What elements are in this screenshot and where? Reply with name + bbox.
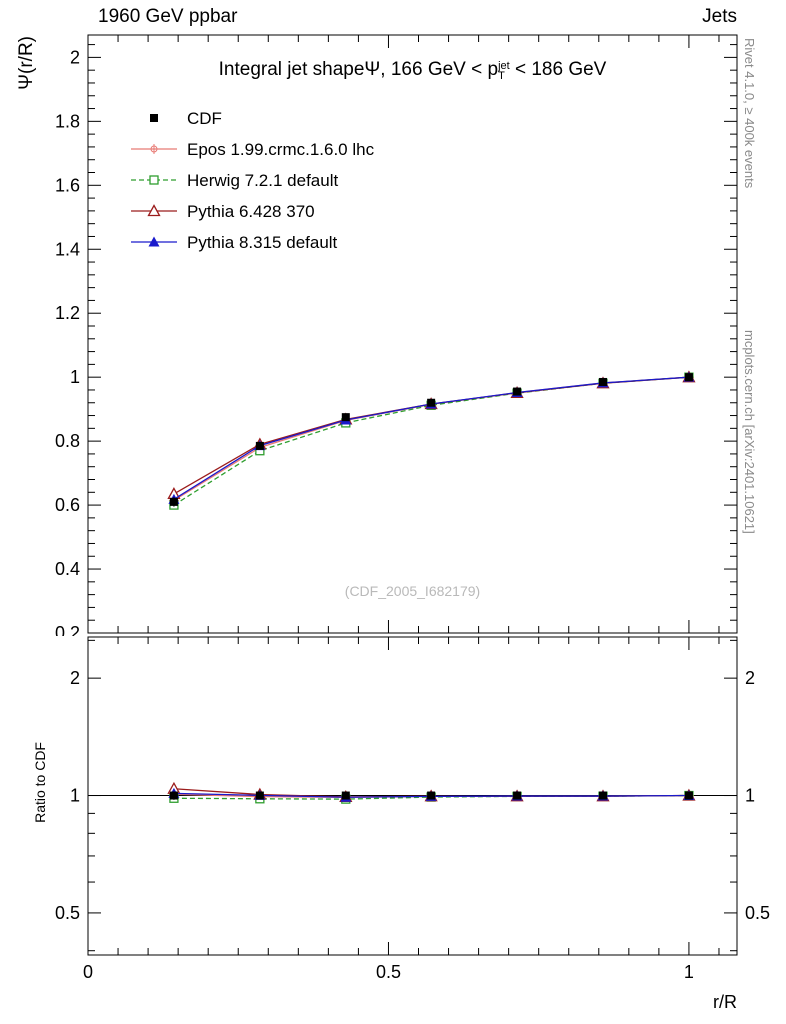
main-y-tick-label: 1.2 xyxy=(55,303,80,323)
ratio-y-tick-label-right: 0.5 xyxy=(745,903,770,923)
x-tick-label: 1 xyxy=(684,962,694,982)
observable-group-label: Jets xyxy=(702,6,737,27)
legend-entry-cdf: CDF xyxy=(150,109,222,128)
title-upper-cut-text: < 186 GeV xyxy=(509,59,607,80)
main-y-axis-label: Ψ(r/R) xyxy=(16,36,37,90)
ratio-y-tick-label-left: 2 xyxy=(70,668,80,688)
legend-entry-pythia-6-428-370: Pythia 6.428 370 xyxy=(131,202,315,221)
analysis-id-watermark: (CDF_2005_I682179) xyxy=(344,583,481,599)
main-axis-ticks xyxy=(87,35,737,634)
ratio-y-tick-label-left: 1 xyxy=(70,786,80,806)
ratio-y-tick-label-left: 0.5 xyxy=(55,903,80,923)
title-cut-text: , 166 GeV < p xyxy=(380,59,499,80)
main-y-tick-label: 1.8 xyxy=(55,111,80,131)
legend: CDF Epos 1.99.crmc.1.6.0 lhc Herwig 7.2.1 … xyxy=(131,109,375,252)
main-series-epos-1-99-crmc-1-6-0-lhc xyxy=(168,372,694,506)
legend-label: Epos 1.99.crmc.1.6.0 lhc xyxy=(187,140,375,159)
pt-superscript: jet xyxy=(498,59,510,72)
legend-entry-pythia-8-315-default: Pythia 8.315 default xyxy=(131,233,338,252)
x-tick-labels: 0 0.5 1 xyxy=(83,962,694,982)
ratio-y-tick-label-right: 1 xyxy=(745,786,755,806)
main-plot-frame xyxy=(87,34,738,634)
beam-energy-label: 1960 GeV ppbar xyxy=(98,6,238,27)
main-y-tick-label: 0.2 xyxy=(55,623,80,643)
legend-entry-herwig-7-2-1-default: Herwig 7.2.1 default xyxy=(131,171,338,190)
legend-label: Herwig 7.2.1 default xyxy=(187,171,338,190)
ratio-series-cdf xyxy=(169,791,693,800)
main-y-tick-label: 1.6 xyxy=(55,175,80,195)
pt-sub-superscript: jet T xyxy=(498,59,510,82)
ratio-y-tick-labels: 0.5 0.5 1 1 2 2 xyxy=(55,668,770,923)
main-y-tick-label: 0.4 xyxy=(55,559,80,579)
legend-entry-epos-1-99-crmc-1-6-0-lhc: Epos 1.99.crmc.1.6.0 lhc xyxy=(131,140,375,159)
mcplots-reference-label: mcplots.cern.ch [arXiv:2401.10621] xyxy=(742,330,757,534)
x-tick-label: 0.5 xyxy=(376,962,401,982)
main-y-tick-labels: 0.2 0.4 0.6 0.8 1 1.2 1.4 1.6 1.8 2 xyxy=(55,47,80,643)
main-y-tick-label: 0.6 xyxy=(55,495,80,515)
ratio-y-tick-label-right: 2 xyxy=(745,668,755,688)
main-y-tick-label: 1 xyxy=(70,367,80,387)
ratio-y-axis-label: Ratio to CDF xyxy=(32,742,48,823)
legend-label: Pythia 6.428 370 xyxy=(187,202,315,221)
main-series-herwig-7-2-1-default xyxy=(169,372,694,510)
main-y-tick-label: 2 xyxy=(70,47,80,67)
legend-label: Pythia 8.315 default xyxy=(187,233,338,252)
pt-subscript: T xyxy=(498,69,505,82)
x-axis-label: r/R xyxy=(713,992,737,1012)
x-tick-label: 0 xyxy=(83,962,93,982)
main-series-pythia-6-428-370 xyxy=(167,370,696,500)
rivet-version-label: Rivet 4.1.0, ≥ 400k events xyxy=(742,38,757,189)
main-series-pythia-8-315-default xyxy=(168,371,695,504)
plot-title: Integral jet shapeΨ, 166 GeV < p jet T < 1… xyxy=(88,59,737,81)
psi-symbol: Ψ xyxy=(364,59,381,80)
main-y-tick-label: 0.8 xyxy=(55,431,80,451)
legend-label: CDF xyxy=(187,109,222,128)
title-text: Integral jet shape xyxy=(218,59,365,80)
main-y-tick-label: 1.4 xyxy=(55,239,80,259)
main-series-cdf xyxy=(169,373,693,507)
